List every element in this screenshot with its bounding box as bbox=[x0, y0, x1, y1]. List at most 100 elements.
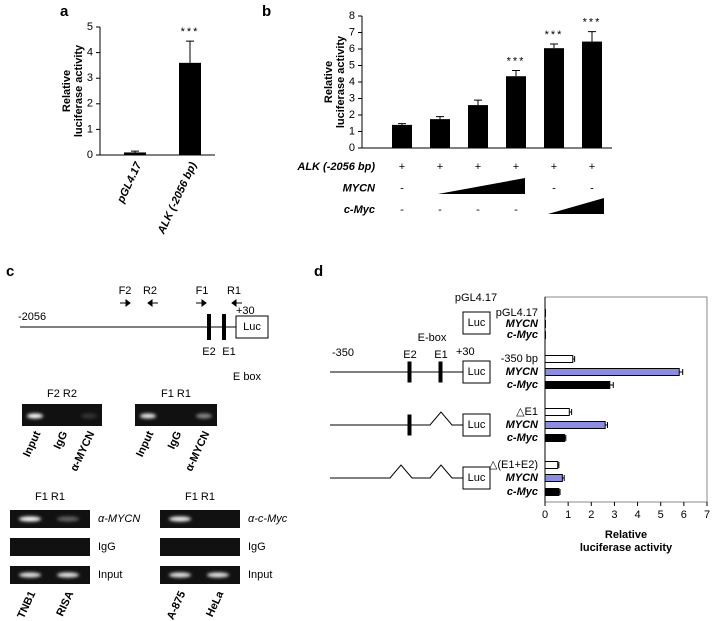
condition-mark: - bbox=[400, 182, 404, 194]
category-label: MYCN bbox=[506, 318, 539, 330]
category-label: c-Myc bbox=[507, 432, 538, 444]
condition-mark: - bbox=[552, 182, 556, 194]
plot-frame bbox=[544, 296, 708, 503]
significance: *** bbox=[545, 29, 564, 41]
error-bar bbox=[550, 43, 558, 49]
bar bbox=[544, 355, 574, 363]
panel-label: d bbox=[314, 263, 323, 280]
error-bar bbox=[679, 369, 684, 375]
gel-band bbox=[19, 516, 41, 522]
panel-label: c bbox=[6, 263, 14, 280]
gel-band bbox=[207, 572, 229, 578]
gel-row-label: IgG bbox=[98, 541, 116, 553]
luc-label: Luc bbox=[468, 419, 486, 431]
luc-label: Luc bbox=[243, 321, 261, 333]
y-axis-label: Relative bbox=[61, 70, 73, 112]
error-bar bbox=[436, 116, 444, 120]
primer-label: F1 bbox=[196, 285, 209, 297]
construct-diagrams bbox=[330, 311, 491, 490]
dose-ramp bbox=[438, 178, 525, 194]
element-label: E2 bbox=[403, 349, 416, 361]
error-bar bbox=[512, 69, 520, 77]
bar bbox=[544, 408, 570, 416]
gel-header: F1 R1 bbox=[161, 388, 191, 400]
gel-band bbox=[57, 516, 79, 522]
panel-label: b bbox=[262, 3, 271, 20]
bar bbox=[544, 474, 563, 482]
gel-band bbox=[196, 413, 212, 419]
x-tick-label: 4 bbox=[635, 509, 641, 521]
y-tick-label: 3 bbox=[87, 72, 93, 84]
y-tick-label: 4 bbox=[349, 76, 355, 88]
condition-mark: - bbox=[400, 204, 404, 216]
bar bbox=[468, 105, 488, 148]
error-bar bbox=[186, 40, 194, 63]
condition-label: c-Myc bbox=[344, 204, 375, 216]
y-tick-label: 1 bbox=[349, 125, 355, 137]
luc-label: Luc bbox=[468, 317, 486, 329]
ebox-label: E-box bbox=[418, 332, 447, 344]
y-tick-label: 5 bbox=[349, 59, 355, 71]
y-tick-label: 4 bbox=[87, 47, 93, 59]
gel-row-label: IgG bbox=[248, 541, 266, 553]
gel bbox=[10, 510, 90, 528]
gel-header: F1 R1 bbox=[185, 491, 215, 503]
element-label: E1 bbox=[434, 349, 447, 361]
y-tick-label: 6 bbox=[349, 43, 355, 55]
y-tick-label: 0 bbox=[87, 149, 93, 161]
ebox-label: E box bbox=[233, 371, 262, 383]
gel-row-label: α-MYCN bbox=[98, 513, 140, 525]
gel-row-label: α-c-Myc bbox=[248, 513, 288, 525]
bar bbox=[430, 119, 450, 148]
gel-band bbox=[27, 413, 43, 419]
condition-mark: + bbox=[589, 161, 595, 173]
x-tick-label: 5 bbox=[658, 509, 664, 521]
error-bar bbox=[398, 123, 406, 125]
gel bbox=[10, 538, 90, 556]
lane-label: RISA bbox=[54, 589, 76, 618]
category-label: △E1 bbox=[516, 406, 538, 418]
gel-band bbox=[57, 572, 79, 578]
category-label: c-Myc bbox=[507, 486, 538, 498]
y-tick-label: 0 bbox=[349, 142, 355, 154]
bar bbox=[544, 488, 560, 496]
y-tick-label: 7 bbox=[349, 26, 355, 38]
bar bbox=[506, 76, 526, 148]
bar bbox=[392, 124, 412, 148]
position-label: -2056 bbox=[18, 311, 46, 323]
condition-mark: + bbox=[437, 161, 443, 173]
condition-label: MYCN bbox=[343, 182, 376, 194]
bar bbox=[544, 48, 564, 148]
bar bbox=[544, 421, 606, 429]
condition-mark: - bbox=[590, 182, 594, 194]
lane-label: α-MYCN bbox=[68, 429, 97, 473]
x-tick-label: 6 bbox=[681, 509, 687, 521]
condition-mark: + bbox=[475, 161, 481, 173]
lane-label: A-875 bbox=[165, 589, 189, 621]
category-label: MYCN bbox=[506, 472, 539, 484]
bar bbox=[544, 461, 559, 469]
category-label: pGL4.17 bbox=[496, 307, 538, 319]
primer-label: R2 bbox=[143, 285, 157, 297]
condition-label: ALK (-2056 bp) bbox=[296, 161, 375, 173]
category-label: MYCN bbox=[506, 366, 539, 378]
x-tick-label: pGL4.17 bbox=[115, 160, 145, 206]
lane-label: IgG bbox=[166, 429, 185, 451]
significance: *** bbox=[507, 55, 526, 67]
primer-label: F2 bbox=[119, 285, 132, 297]
category-label: c-Myc bbox=[507, 379, 538, 391]
lane-label: Input bbox=[21, 429, 43, 459]
gel bbox=[22, 404, 102, 426]
lane-label: HeLa bbox=[204, 589, 227, 619]
bar bbox=[179, 62, 201, 156]
y-axis-label: Relative bbox=[323, 61, 335, 103]
bar bbox=[582, 41, 602, 149]
luc-label: Luc bbox=[468, 366, 486, 378]
gel-band bbox=[169, 516, 191, 522]
category-label: -350 bp bbox=[501, 353, 538, 365]
error-bar bbox=[474, 99, 482, 106]
gel bbox=[10, 566, 90, 584]
bar bbox=[544, 368, 680, 376]
x-axis-label: Relative bbox=[605, 529, 647, 541]
